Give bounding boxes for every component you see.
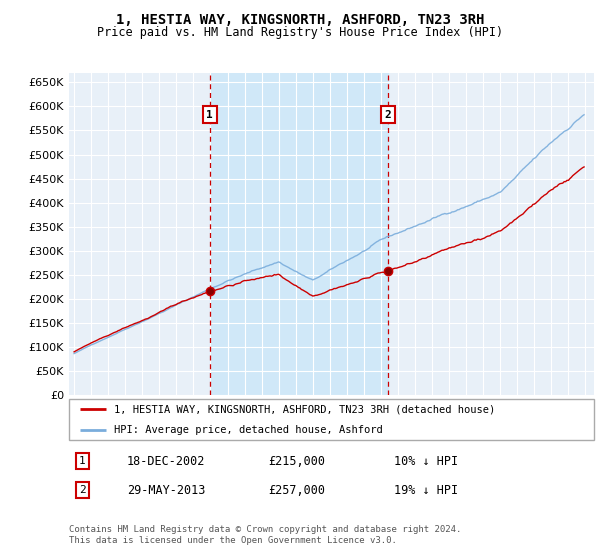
Text: 1: 1 xyxy=(79,456,86,466)
Text: 2: 2 xyxy=(79,486,86,496)
Text: HPI: Average price, detached house, Ashford: HPI: Average price, detached house, Ashf… xyxy=(113,424,382,435)
Text: Contains HM Land Registry data © Crown copyright and database right 2024.
This d: Contains HM Land Registry data © Crown c… xyxy=(69,525,461,545)
Text: 1, HESTIA WAY, KINGSNORTH, ASHFORD, TN23 3RH: 1, HESTIA WAY, KINGSNORTH, ASHFORD, TN23… xyxy=(116,13,484,27)
Text: 19% ↓ HPI: 19% ↓ HPI xyxy=(395,484,458,497)
Text: 18-DEC-2002: 18-DEC-2002 xyxy=(127,455,205,468)
Text: 29-MAY-2013: 29-MAY-2013 xyxy=(127,484,205,497)
Text: £257,000: £257,000 xyxy=(269,484,325,497)
Text: 10% ↓ HPI: 10% ↓ HPI xyxy=(395,455,458,468)
Text: Price paid vs. HM Land Registry's House Price Index (HPI): Price paid vs. HM Land Registry's House … xyxy=(97,26,503,39)
Text: 1: 1 xyxy=(206,110,213,120)
FancyBboxPatch shape xyxy=(69,399,594,440)
Text: 2: 2 xyxy=(385,110,391,120)
Text: £215,000: £215,000 xyxy=(269,455,325,468)
Text: 1, HESTIA WAY, KINGSNORTH, ASHFORD, TN23 3RH (detached house): 1, HESTIA WAY, KINGSNORTH, ASHFORD, TN23… xyxy=(113,404,495,414)
Bar xyxy=(210,73,388,395)
